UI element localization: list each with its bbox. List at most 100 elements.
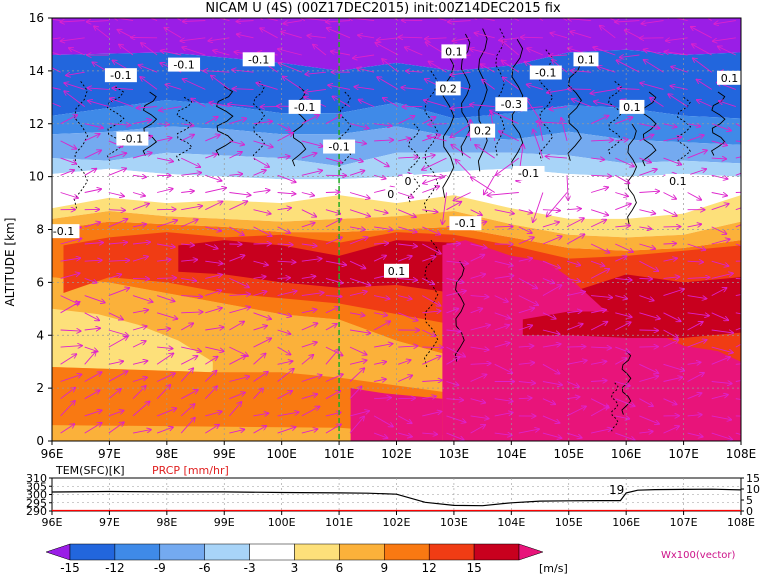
wind-vector — [301, 293, 324, 297]
wind-vector — [52, 87, 61, 90]
surface-annotation: 19 — [609, 483, 624, 497]
wind-vector — [132, 361, 147, 365]
contour-label-box — [573, 52, 599, 67]
wind-vector — [499, 131, 519, 142]
wind-vector — [615, 346, 629, 352]
wind-vector — [687, 373, 704, 382]
wind-vector — [132, 224, 146, 227]
wind-vector — [253, 372, 268, 382]
tem-series-line — [51, 488, 742, 507]
wind-vector — [84, 346, 98, 351]
wind-vector — [108, 389, 121, 400]
wind-vector — [132, 242, 150, 244]
wind-vector — [527, 48, 544, 56]
wind-vector — [94, 26, 110, 39]
wind-vector — [229, 277, 249, 287]
wind-vector — [157, 138, 172, 141]
wind-vector — [60, 374, 82, 382]
wind-vector — [374, 362, 386, 365]
wind-vector — [229, 140, 244, 145]
contour-line-18 — [642, 91, 657, 167]
wind-vector — [639, 415, 659, 424]
wind-vector — [157, 259, 171, 261]
wind-vector — [181, 278, 196, 281]
wind-vector — [140, 77, 158, 90]
wind-vector — [84, 222, 100, 228]
wind-vector — [446, 202, 462, 211]
wind-vector — [401, 88, 423, 90]
wind-vector — [373, 432, 387, 438]
contour-label: 0 — [404, 175, 411, 188]
wind-vector — [566, 324, 583, 331]
contour-label: 0.1 — [669, 175, 687, 188]
wind-vector — [108, 312, 123, 320]
wind-vector — [205, 117, 218, 125]
wind-vector — [132, 430, 151, 434]
wind-vector — [229, 294, 250, 296]
wind-vector — [112, 88, 134, 89]
wind-vector — [422, 256, 435, 262]
wind-vector — [615, 226, 630, 227]
wind-vector — [422, 433, 437, 434]
wind-vector — [277, 208, 292, 210]
contour-line-17 — [607, 81, 623, 156]
wind-vector — [228, 104, 254, 107]
contour-label: 0.1 — [577, 53, 595, 66]
wind-vector — [229, 402, 241, 417]
wind-vector — [446, 244, 461, 245]
wind-vector — [547, 88, 568, 92]
wind-vector — [398, 375, 412, 382]
wind-vector — [229, 307, 250, 314]
wind-vector — [132, 120, 151, 125]
wind-vector — [639, 209, 655, 214]
wind-vector — [149, 18, 158, 22]
wind-vector — [108, 336, 128, 348]
wind-vector — [711, 432, 732, 439]
wind-vector — [687, 277, 710, 278]
wind-vector — [542, 285, 562, 296]
surface-x-tick-label: 103E — [440, 516, 468, 529]
wind-vector — [205, 243, 217, 249]
wind-vector — [205, 425, 219, 434]
wind-vector — [60, 354, 77, 365]
wind-vector — [542, 415, 560, 423]
surface-right-tick-label: 0 — [746, 505, 753, 518]
wind-vector — [593, 47, 616, 56]
wind-vector — [399, 37, 423, 38]
wind-vector — [108, 210, 125, 211]
wind-vector — [615, 296, 627, 299]
fill-light-orange-band — [52, 211, 741, 251]
wind-vector — [639, 312, 660, 319]
wind-vector — [735, 191, 741, 193]
wind-vector — [639, 227, 651, 229]
wind-vector — [304, 88, 326, 92]
wind-vector — [277, 312, 292, 317]
wind-vector — [61, 37, 85, 41]
wind-vector — [277, 156, 290, 158]
wind-vector — [735, 207, 741, 211]
fill-yellow-band — [52, 195, 741, 238]
wind-vector — [277, 193, 296, 194]
wind-vector — [132, 257, 148, 262]
wind-vector — [161, 51, 182, 56]
wind-vector — [301, 223, 315, 228]
wind-vector — [325, 424, 341, 434]
wind-vector — [714, 20, 736, 24]
wind-vector — [52, 37, 61, 40]
wind-vector — [735, 294, 741, 297]
wind-vector — [494, 325, 509, 331]
wind-vector — [253, 140, 273, 147]
wind-vector — [301, 355, 314, 365]
wind-vector — [470, 398, 486, 403]
wind-vector — [205, 346, 223, 351]
wind-vector — [663, 137, 682, 142]
contour-label-box — [323, 139, 356, 154]
wind-vector — [359, 100, 375, 108]
wind-vector — [650, 98, 664, 107]
wind-vector — [663, 340, 679, 348]
wind-vector — [475, 33, 495, 39]
y-axis-label: ALTITUDE [km] — [3, 218, 17, 307]
wind-vector — [663, 243, 677, 244]
wind-vector — [349, 417, 364, 434]
wind-vector — [615, 192, 628, 197]
